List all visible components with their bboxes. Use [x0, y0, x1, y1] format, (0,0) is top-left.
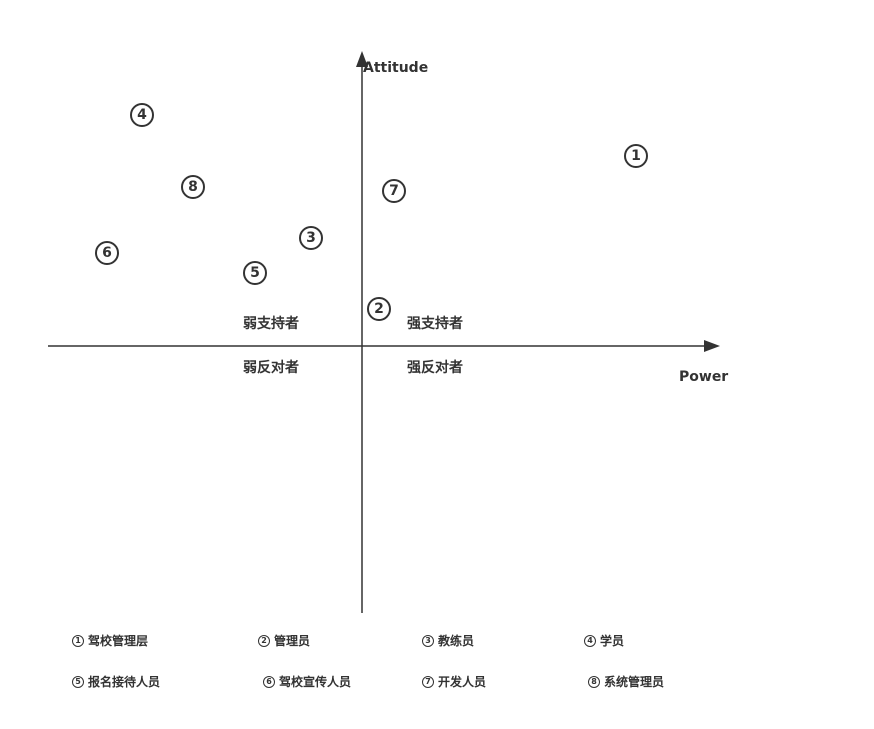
stakeholder-point-7: 7 — [382, 179, 406, 203]
legend-text-2: 管理员 — [274, 634, 311, 648]
legend-item-2: 2 管理员 — [258, 632, 310, 649]
x-axis-title: Power — [679, 369, 729, 385]
legend-badge-4: 4 — [584, 634, 596, 647]
y-axis-arrow — [356, 51, 368, 67]
legend-item-3: 3 教练员 — [422, 632, 474, 649]
legend-badge-7: 7 — [422, 675, 434, 688]
legend-badge-8: 8 — [588, 675, 600, 688]
legend-text-3: 教练员 — [438, 634, 475, 648]
legend-badge-6: 6 — [263, 675, 275, 688]
stakeholder-point-3: 3 — [299, 226, 323, 250]
legend-text-8: 系统管理员 — [604, 675, 665, 689]
legend-badge-2: 2 — [258, 634, 270, 647]
legend-item-5: 5 报名接待人员 — [72, 673, 160, 690]
stakeholder-point-1: 1 — [624, 144, 648, 168]
quadrant-lower-left: 弱反对者 — [243, 360, 299, 376]
stakeholder-point-4: 4 — [130, 103, 154, 127]
legend-text-7: 开发人员 — [438, 675, 487, 689]
legend-badge-1: 1 — [72, 634, 84, 647]
legend-item-8: 8 系统管理员 — [588, 673, 664, 690]
legend-text-4: 学员 — [600, 634, 625, 648]
y-axis-title: Attitude — [363, 60, 429, 76]
quadrant-upper-right: 强支持者 — [407, 316, 463, 332]
stakeholder-point-8: 8 — [181, 175, 205, 199]
stakeholder-point-2: 2 — [367, 297, 391, 321]
legend-item-7: 7 开发人员 — [422, 673, 486, 690]
legend-item-6: 6 驾校宣传人员 — [263, 673, 351, 690]
legend-badge-5: 5 — [72, 675, 84, 688]
quadrant-lower-right: 强反对者 — [407, 360, 463, 376]
x-axis-arrow — [704, 340, 720, 352]
legend-item-1: 1 驾校管理层 — [72, 632, 148, 649]
stakeholder-point-5: 5 — [243, 261, 267, 285]
legend-text-5: 报名接待人员 — [88, 675, 161, 689]
legend-item-4: 4 学员 — [584, 632, 624, 649]
quadrant-upper-left: 弱支持者 — [243, 316, 299, 332]
legend-text-6: 驾校宣传人员 — [279, 675, 352, 689]
stakeholder-point-6: 6 — [95, 241, 119, 265]
legend-badge-3: 3 — [422, 634, 434, 647]
legend-text-1: 驾校管理层 — [88, 634, 149, 648]
